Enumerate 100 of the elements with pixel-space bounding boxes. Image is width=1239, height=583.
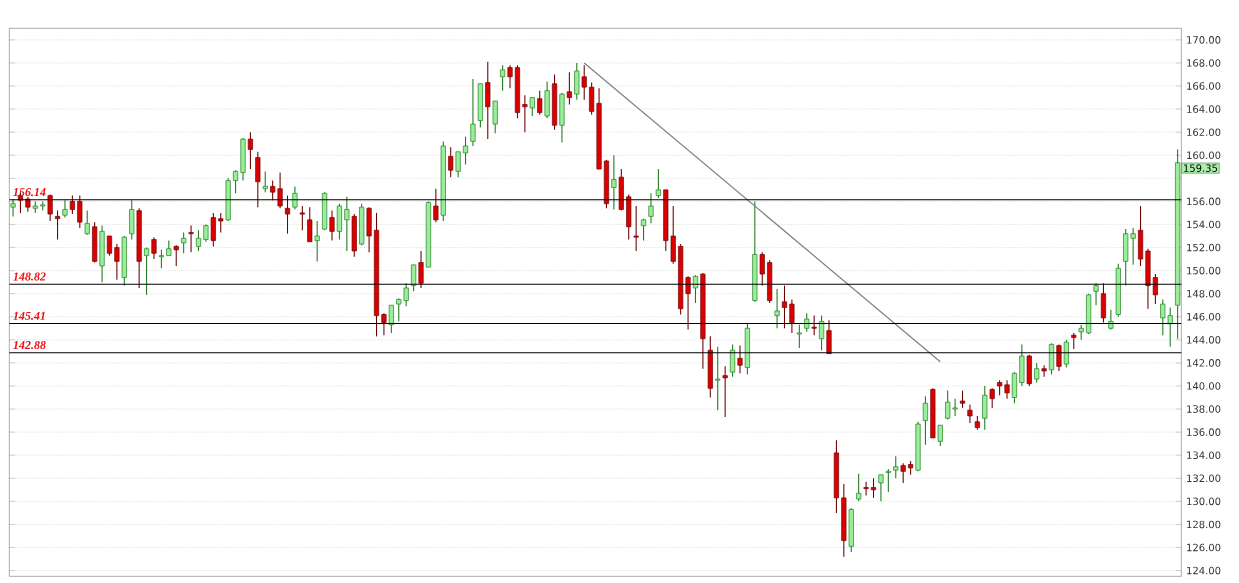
candlestick [574,62,580,101]
candlestick [781,285,788,329]
candlestick [1041,364,1047,378]
candlestick [982,385,988,431]
candlestick [10,198,16,217]
candlestick [158,249,164,269]
candlestick [77,195,83,229]
candlestick [433,188,439,223]
ref-line-label: 156.14 [13,188,46,197]
candlestick [210,212,216,247]
candlestick [218,212,224,234]
y-tick-label: 130.00 [1187,497,1221,506]
y-tick-label: 164.00 [1187,105,1221,113]
candlestick [522,94,528,133]
candlestick [144,246,150,296]
y-tick-label: 134.00 [1187,451,1221,459]
candlestick [314,220,320,262]
candlestick [262,170,268,193]
y-tick-label: 142.00 [1187,359,1221,367]
y-tick-label: 170.00 [1187,36,1221,44]
candlestick [1063,339,1069,369]
y-tick-label: 146.00 [1187,312,1221,321]
candlestick [796,324,802,349]
y-tick-label: 144.00 [1187,336,1221,344]
candlestick [448,146,454,178]
y-tick-label: 150.00 [1187,266,1221,275]
y-tick-label: 154.00 [1187,220,1221,229]
candlestick [863,481,869,497]
candlestick [411,264,417,292]
candlestick [507,64,513,89]
candlestick [692,274,699,304]
candlestick [62,199,68,219]
ref-line-label: 148.82 [13,272,46,281]
candlestick [856,473,862,502]
candlestick [195,229,202,252]
candlestick [633,205,639,252]
candlestick [722,365,728,418]
candlestick [529,97,535,117]
candlestick [759,251,765,287]
candlestick [819,315,825,351]
candlestick [470,78,476,147]
candlestick [885,468,891,493]
y-tick-label: 128.00 [1187,520,1221,529]
candlestick [566,71,572,106]
candlestick [181,231,187,254]
ref-line-label: 142.88 [13,340,46,350]
y-tick-label: 152.00 [1187,243,1221,252]
text: 159.35 [1184,164,1218,172]
candlestick [648,192,654,224]
y-tick-label: 166.00 [1187,82,1221,90]
candlestick [114,243,120,281]
y-tick-label: 124.00 [1187,566,1221,575]
candlestick [173,244,179,267]
candlestick [789,298,795,334]
candlestick [737,345,743,374]
candlestick [967,403,973,424]
candlestick [893,455,899,479]
candlestick [826,319,832,355]
candlestick [730,343,736,378]
candlestick [47,193,53,222]
y-tick-label: 168.00 [1187,59,1221,67]
candlestick [1093,282,1099,306]
candlestick [233,169,239,194]
y-tick-label: 160.00 [1187,151,1221,160]
candlestick [878,474,884,502]
candlestick [1056,343,1062,372]
candlestick [284,195,291,235]
candlestick [811,315,817,336]
candlestick [247,131,253,170]
candlestick [774,288,780,329]
candlestick [922,395,928,446]
candlestick [655,168,661,199]
candlestick [492,100,498,134]
candlestick [937,424,943,447]
candlestick [989,387,995,409]
y-tick-label: 162.00 [1187,128,1221,136]
y-tick-label: 140.00 [1187,382,1221,390]
candlestick [188,225,194,253]
candlestick [329,210,335,242]
candlestick [1004,379,1010,400]
candlestick [151,236,157,260]
candlestick [537,90,543,116]
candlestick [54,210,61,240]
candlestick [870,477,877,499]
candlestick [1152,273,1158,305]
y-tick-label: 136.00 [1187,428,1221,436]
candlestick [715,346,721,411]
candlestick [84,210,90,236]
candlestick [69,195,75,215]
candlestick [900,462,906,484]
candlestick [418,250,424,289]
y-tick-label: 126.00 [1187,543,1221,552]
y-tick-label: 148.00 [1187,289,1221,298]
y-tick-label: 138.00 [1187,405,1221,413]
candlestick [344,196,350,252]
candlestick [581,64,587,101]
y-tick-label: 156.00 [1187,197,1221,206]
candlestick [455,151,461,178]
candlestick [500,64,506,92]
candlestick [462,136,469,166]
